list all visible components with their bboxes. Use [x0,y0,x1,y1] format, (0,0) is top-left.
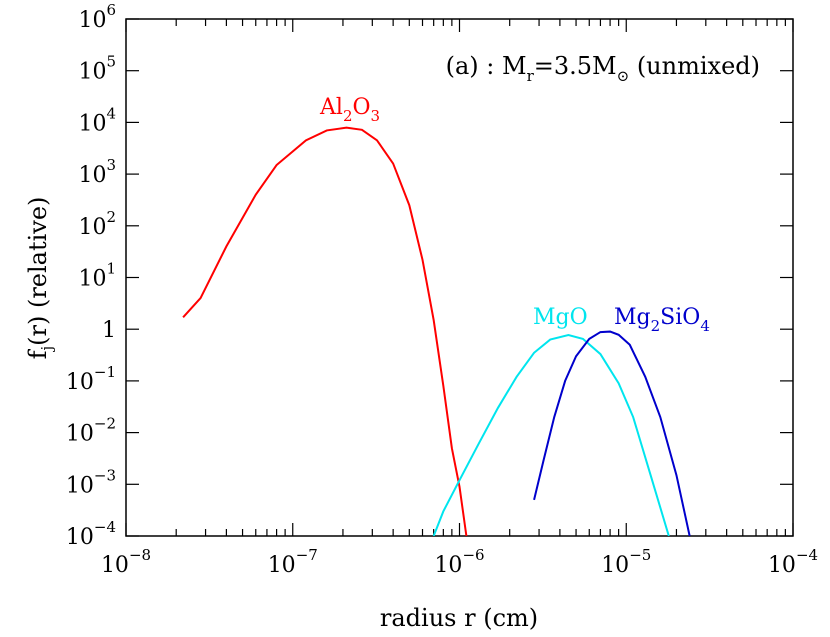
y-tick-label: 101 [78,260,116,292]
series-line-al2o3 [182,126,468,536]
series-label-mg2sio4: Mg2SiO4 [614,305,710,335]
x-tick-label: 10−8 [101,546,151,578]
x-tick-label: 10−7 [268,546,318,578]
curves-group [182,126,691,536]
y-tick-label: 10−1 [66,363,116,395]
y-tick-label: 105 [78,53,116,85]
y-tick-label: 10−3 [66,466,116,498]
series-line-mgo [432,334,670,536]
y-tick-label: 103 [78,156,116,188]
series-line-mg2sio4 [533,330,691,536]
x-tick-label: 10−5 [601,546,651,578]
series-label-mgo: MgO [533,305,588,330]
y-tick-label: 106 [78,1,116,33]
y-tick-label: 10−4 [66,518,116,550]
y-tick-label: 10−2 [66,415,116,447]
y-tick-label: 104 [78,104,116,136]
x-axis-title: radius r (cm) [380,604,538,632]
y-tick-label: 1 [102,318,116,343]
ticks-group [125,18,794,537]
labels-group: 10−8 10−7 10−6 10−5 10−4 10−4 10−3 10−2 10−1 1 101… [66,1,818,578]
condition-annotation: (a) : Mr=3.5M⊙ (unmixed) [446,52,760,85]
x-tick-label: 10−6 [434,546,484,578]
y-tick-label: 102 [78,208,116,240]
x-tick-label: 10−4 [768,546,818,578]
series-label-al2o3: Al2O3 [319,95,380,125]
plot-frame [125,18,794,537]
y-axis-title: fj(r) (relative) [24,197,56,360]
